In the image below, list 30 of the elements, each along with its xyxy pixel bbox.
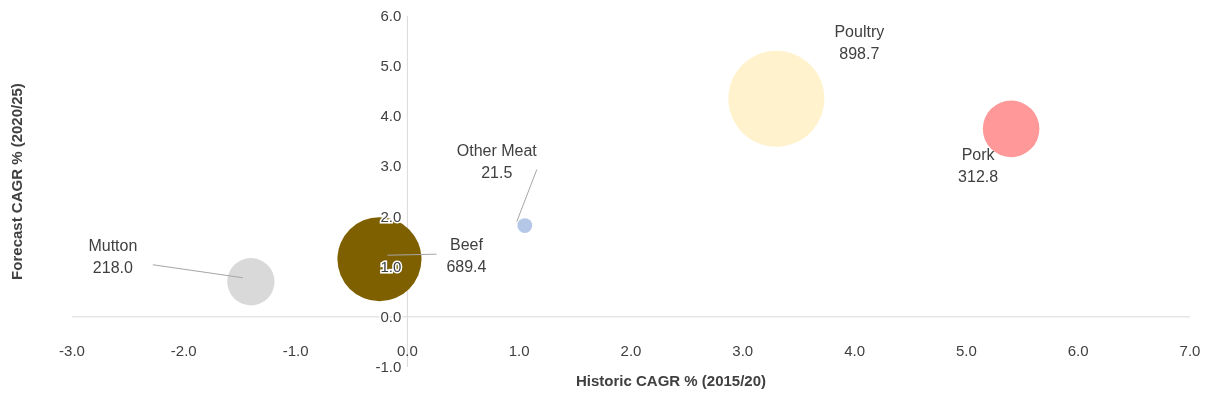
x-tick-label: -1.0 (282, 342, 309, 359)
annotation: 689.4 (446, 258, 487, 276)
x-tick-label: 4.0 (844, 342, 866, 359)
x-tick-label: 2.0 (620, 342, 642, 359)
x-tick-label: -2.0 (170, 342, 197, 359)
annotation: 312.8 (958, 167, 999, 185)
y-tick-label: 3.0 (380, 157, 402, 175)
y-tick-label: 4.0 (380, 107, 402, 125)
y-tick-label: 5.0 (380, 57, 402, 75)
series-label: Beef (449, 236, 484, 254)
y-tick-label: -1.0 (375, 358, 402, 375)
text: Poultry (834, 22, 885, 40)
x-tick-label: -3.0 (59, 342, 85, 359)
x-tick-label: 1.0 (508, 342, 530, 359)
annotation: 898.7 (839, 44, 880, 62)
x-tick-label: 3.0 (732, 342, 754, 359)
x-tick-label: 5.0 (955, 342, 977, 359)
y-tick-label: 1.0 (380, 257, 402, 275)
x-tick-label: 0.0 (396, 342, 418, 359)
text: Other Meat (456, 141, 538, 159)
y-tick-label: 6.0 (380, 7, 402, 24)
x-tick-label: 6.0 (1067, 342, 1089, 359)
y-axis-title: Forecast CAGR % (2020/25) (8, 83, 25, 280)
annotation: 21.5 (481, 163, 513, 181)
series-label: Pork (961, 145, 996, 163)
y-tick-label: 0.0 (380, 307, 402, 325)
x-axis-title: Historic CAGR % (2015/20) (575, 372, 767, 389)
annotation: 218.0 (92, 258, 133, 276)
x-tick-label: 7.0 (1179, 342, 1201, 359)
text: Mutton (88, 236, 138, 254)
